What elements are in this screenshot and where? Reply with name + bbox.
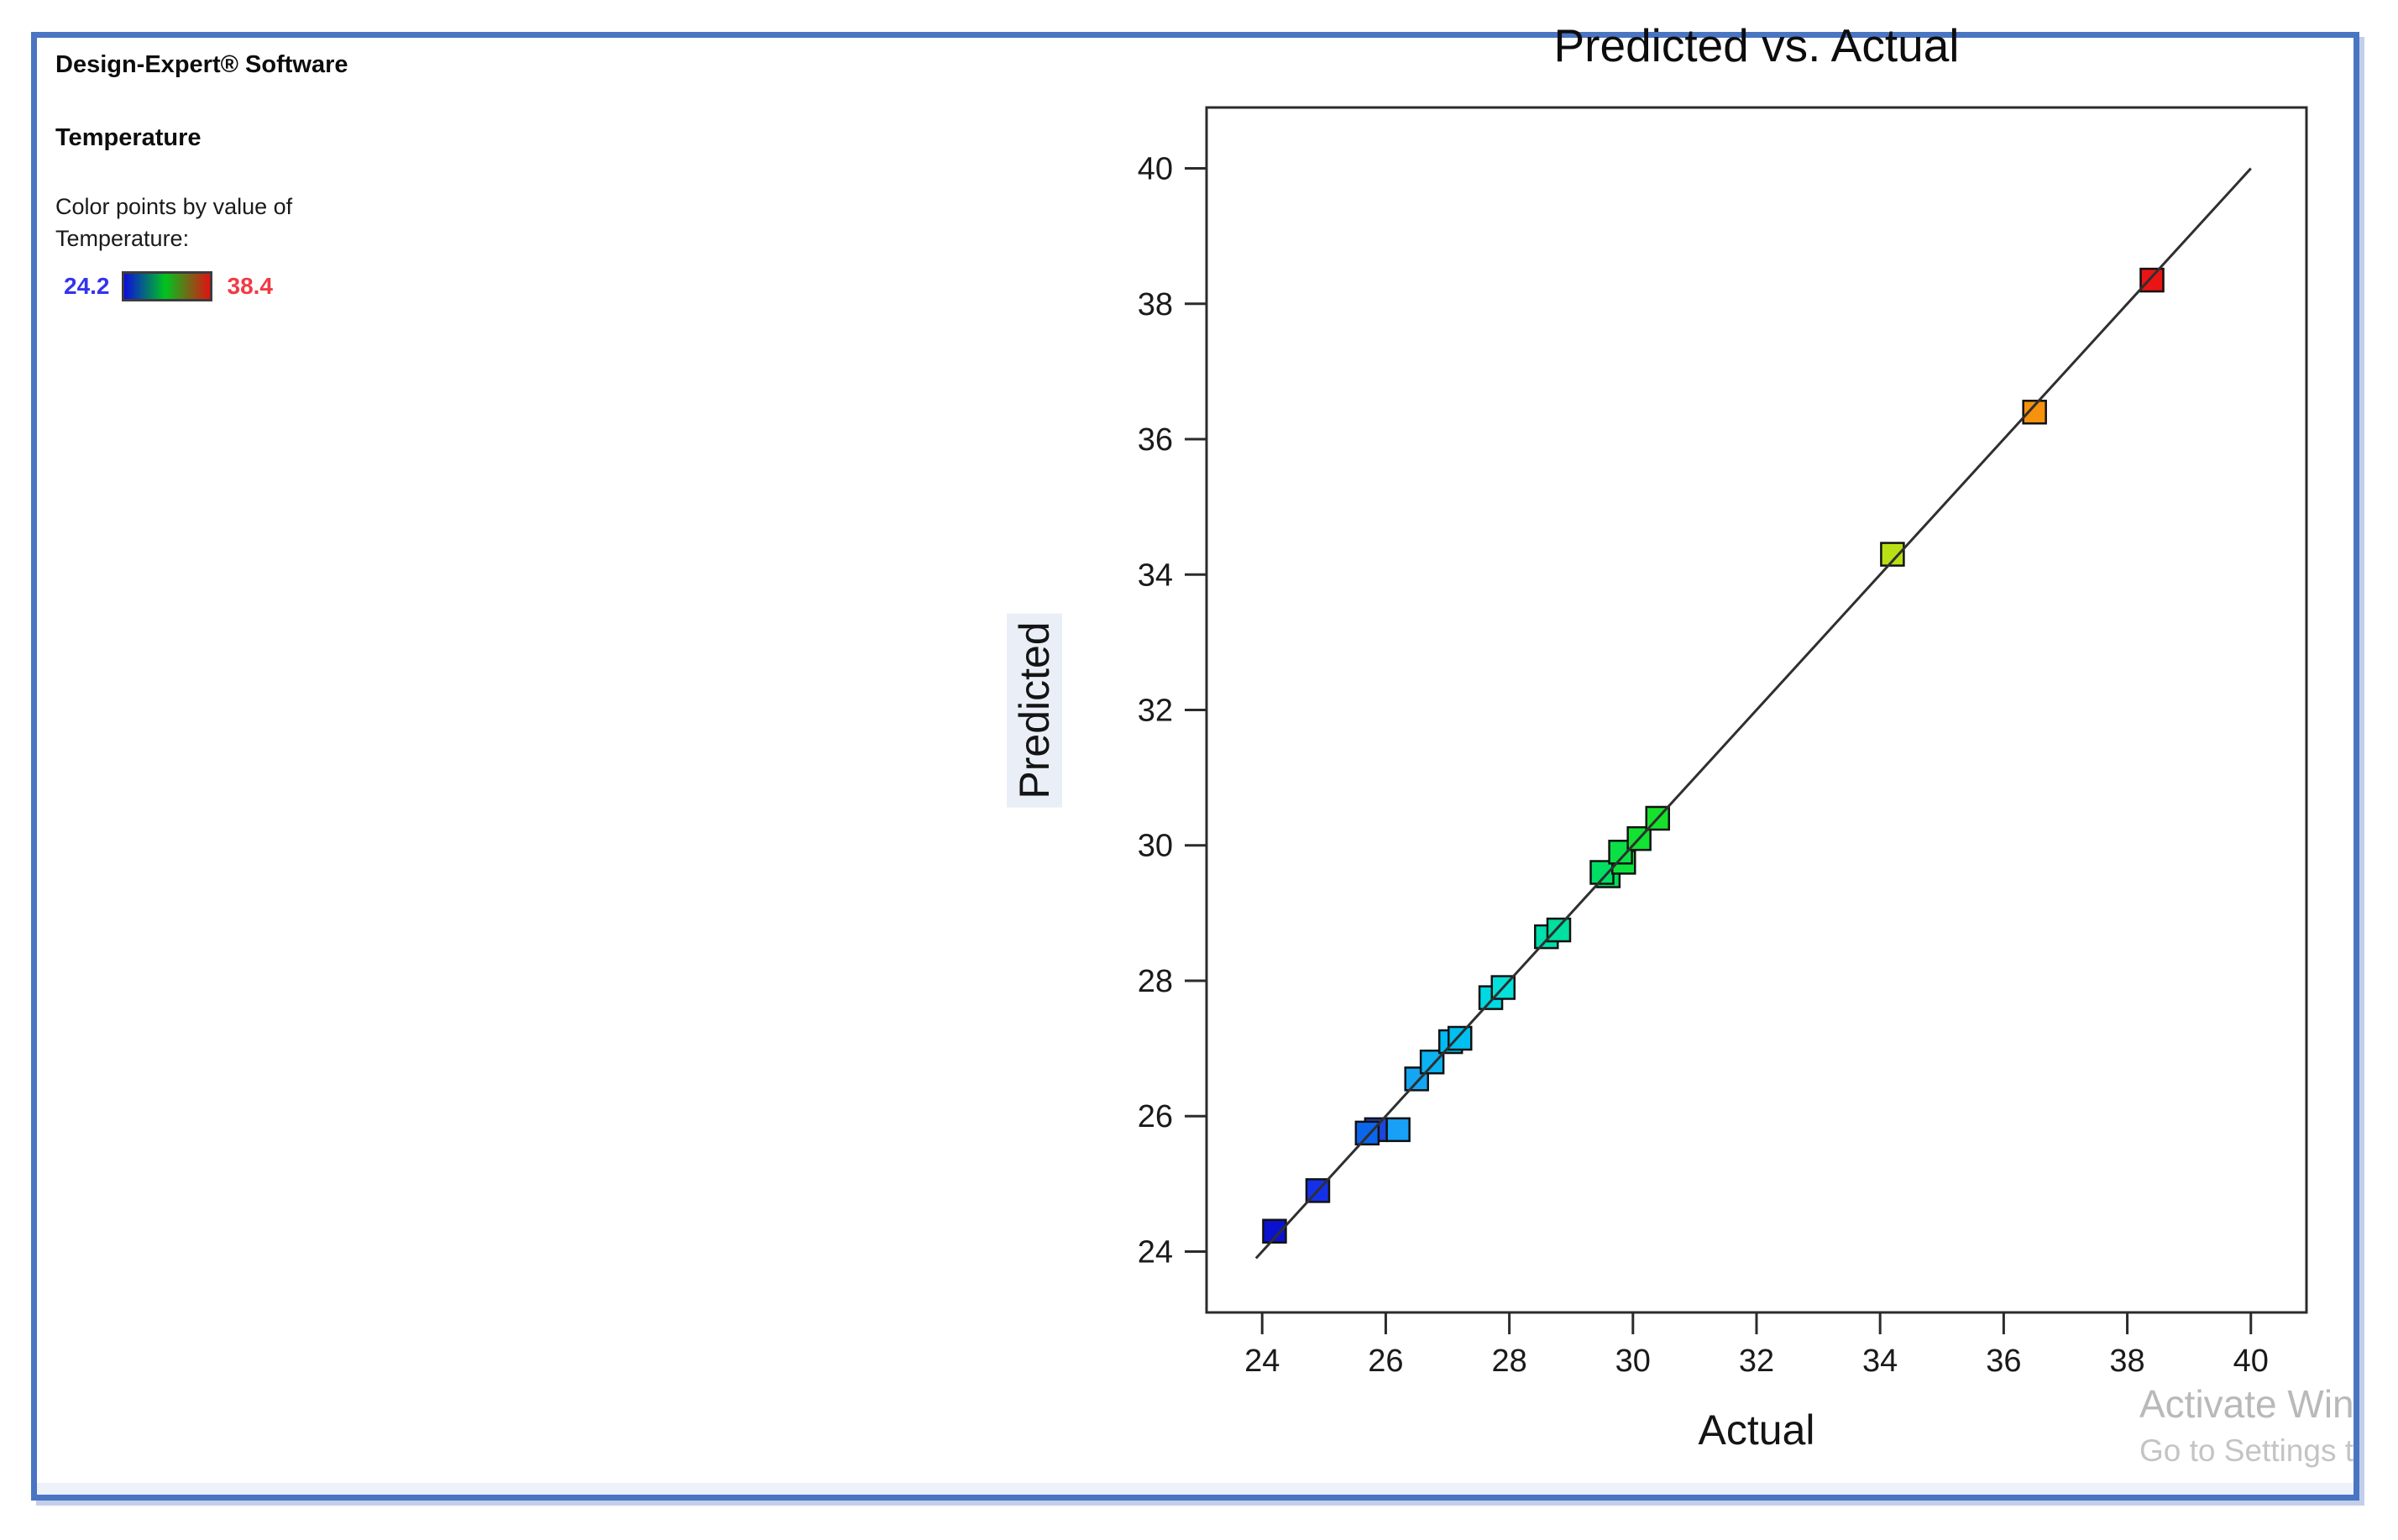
color-scale-row: 24.2 38.4 bbox=[64, 271, 273, 301]
x-axis-label: Actual bbox=[1698, 1406, 1815, 1454]
activate-windows-watermark: Activate Win bbox=[2139, 1382, 2354, 1426]
scale-max-label: 38.4 bbox=[227, 273, 274, 299]
color-by-line2: Temperature: bbox=[55, 226, 190, 251]
color-by-line1: Color points by value of bbox=[55, 194, 293, 219]
response-name: Temperature bbox=[55, 124, 202, 151]
software-title: Design-Expert® Software bbox=[55, 51, 348, 78]
y-axis-label: Predicted bbox=[1007, 613, 1062, 808]
watermark-settings-line: Go to Settings to bbox=[2139, 1433, 2359, 1468]
scale-min-label: 24.2 bbox=[64, 273, 110, 299]
color-gradient-bar bbox=[121, 271, 212, 301]
app-frame: Design-Expert® Software Temperature Colo… bbox=[31, 32, 2359, 1501]
chart-title: Predicted vs. Actual bbox=[1553, 19, 1960, 71]
bottom-inner-strip bbox=[37, 1483, 2353, 1495]
